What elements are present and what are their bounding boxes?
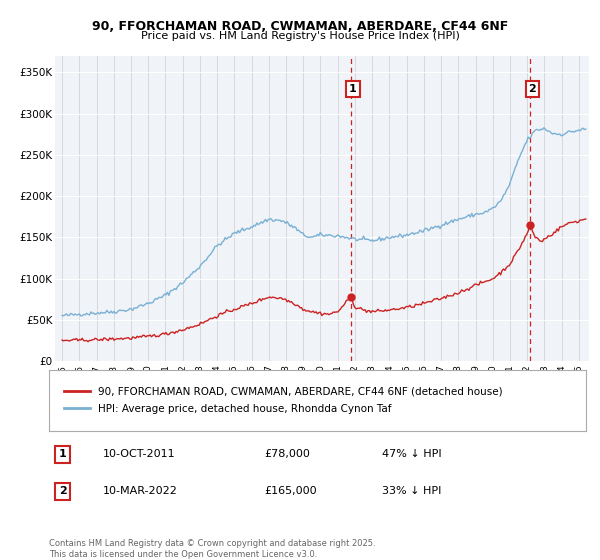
Text: £165,000: £165,000 — [264, 486, 317, 496]
Text: 2: 2 — [529, 84, 536, 94]
Text: 1: 1 — [59, 449, 67, 459]
Text: Contains HM Land Registry data © Crown copyright and database right 2025.
This d: Contains HM Land Registry data © Crown c… — [49, 539, 376, 559]
Text: 10-OCT-2011: 10-OCT-2011 — [103, 449, 176, 459]
Text: Price paid vs. HM Land Registry's House Price Index (HPI): Price paid vs. HM Land Registry's House … — [140, 31, 460, 41]
Legend: 90, FFORCHAMAN ROAD, CWMAMAN, ABERDARE, CF44 6NF (detached house), HPI: Average : 90, FFORCHAMAN ROAD, CWMAMAN, ABERDARE, … — [60, 382, 507, 418]
Text: 90, FFORCHAMAN ROAD, CWMAMAN, ABERDARE, CF44 6NF: 90, FFORCHAMAN ROAD, CWMAMAN, ABERDARE, … — [92, 20, 508, 32]
Text: 33% ↓ HPI: 33% ↓ HPI — [382, 486, 442, 496]
Text: 1: 1 — [349, 84, 357, 94]
Text: £78,000: £78,000 — [264, 449, 310, 459]
Text: 47% ↓ HPI: 47% ↓ HPI — [382, 449, 442, 459]
Text: 2: 2 — [59, 486, 67, 496]
Text: 10-MAR-2022: 10-MAR-2022 — [103, 486, 178, 496]
